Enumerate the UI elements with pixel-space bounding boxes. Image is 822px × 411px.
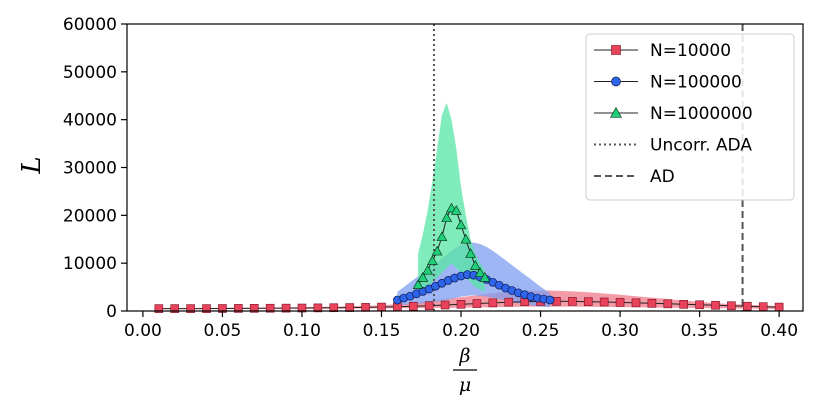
legend-marker — [611, 45, 621, 55]
series-1-point — [758, 302, 768, 311]
series-3-point — [431, 245, 443, 256]
series-1-point — [583, 297, 593, 306]
series-3-point — [441, 212, 453, 222]
series-1-point — [265, 303, 275, 313]
series-1-point — [377, 302, 386, 312]
x-tick-label: 0.40 — [760, 321, 798, 341]
series-1-point — [249, 304, 259, 313]
series-1-point — [568, 297, 577, 306]
legend-entry-5: AD — [594, 167, 675, 187]
legend-marker — [610, 106, 622, 118]
series-1-line — [158, 300, 780, 310]
series-1-point — [170, 304, 180, 313]
series-1-point — [504, 297, 514, 307]
series-1-point — [472, 299, 482, 308]
series-3-point — [465, 248, 476, 258]
legend-label: Uncorr. ADA — [650, 136, 752, 156]
x-tick-label: 0.10 — [283, 321, 321, 341]
legend-entry-4: Uncorr. ADA — [594, 136, 752, 156]
x-axis-label-denominator: μ — [459, 374, 471, 396]
series-1-point — [711, 300, 720, 310]
series-3-point — [450, 205, 462, 215]
series-1-point — [234, 304, 243, 313]
series-3-point — [479, 271, 491, 282]
series-1-point — [440, 300, 450, 310]
series-3-point — [412, 279, 424, 289]
series-1-point — [186, 304, 195, 313]
x-tick-label: 0.35 — [681, 321, 719, 341]
y-tick-label: 20000 — [63, 206, 117, 226]
series-1-point — [281, 303, 291, 313]
axes — [121, 23, 804, 317]
series-3 — [412, 202, 491, 289]
x-tick-label: 0.05 — [204, 321, 242, 341]
x-tick-label: 0.00 — [124, 321, 162, 341]
series-3-point — [469, 260, 481, 270]
legend-box — [585, 33, 795, 201]
series-1-point — [663, 299, 673, 309]
series-3-point — [460, 233, 472, 244]
x-tick-label: 0.25 — [522, 321, 560, 341]
series-1-point — [361, 303, 370, 312]
x-tick-label: 0.15 — [363, 321, 401, 341]
legend-entry-2: N=100000 — [594, 73, 742, 93]
y-tick-label: 60000 — [63, 15, 117, 35]
series-3-point — [455, 219, 467, 230]
legend-label: N=100000 — [650, 73, 742, 93]
y-tick-label: 30000 — [63, 159, 117, 179]
x-tick-label: 0.20 — [442, 321, 480, 341]
series-1-point — [345, 303, 354, 312]
legend-label: N=10000 — [650, 41, 731, 61]
series-1-point — [424, 301, 434, 311]
band-series-3 — [418, 102, 485, 297]
series-1-point — [202, 304, 211, 313]
series-1-point — [631, 298, 641, 308]
legend-label: N=1000000 — [650, 104, 753, 124]
legend-entry-3: N=1000000 — [594, 104, 753, 124]
series-1-point — [679, 300, 689, 309]
series-1-point — [409, 301, 418, 311]
y-tick-label: 50000 — [63, 63, 117, 83]
legend-label: AD — [650, 167, 675, 187]
legend-marker — [611, 76, 621, 87]
series-3-point — [417, 271, 429, 282]
series-1-point — [329, 303, 339, 313]
series-1-point — [743, 301, 752, 311]
series-1-point — [488, 298, 498, 308]
series-1-point — [313, 303, 323, 313]
x-tick-label: 0.30 — [601, 321, 639, 341]
series-3-point — [474, 267, 486, 277]
series-3-point — [426, 255, 438, 265]
series-lines — [154, 202, 784, 313]
series-1-point — [647, 299, 657, 308]
legend: N=10000 N=100000 N=1000000 Uncorr. ADA AD — [585, 33, 795, 201]
y-axis-label: L — [17, 156, 47, 174]
series-3-point — [436, 231, 448, 242]
series-1-point — [727, 301, 736, 311]
axis-titles: Lβμ — [17, 156, 477, 396]
y-tick-label: 10000 — [63, 254, 117, 274]
series-1-point — [615, 298, 625, 307]
legend-entry-1: N=10000 — [594, 41, 731, 61]
y-tick-label: 40000 — [63, 111, 117, 131]
series-3-point — [422, 264, 434, 275]
series-1-point — [774, 302, 784, 312]
x-axis-label-numerator: β — [459, 345, 471, 367]
series-1-point — [456, 300, 466, 309]
series-2 — [393, 270, 555, 305]
y-tick-label: 0 — [106, 302, 117, 322]
tick-labels: 0.00 0.05 0.10 0.15 0.20 0.25 0.30 0.35 0.40 0 100… — [63, 15, 798, 341]
series-1-point — [599, 297, 609, 307]
series-1-point — [154, 304, 164, 313]
series-1-point — [695, 300, 704, 310]
series-2-point — [545, 295, 555, 305]
